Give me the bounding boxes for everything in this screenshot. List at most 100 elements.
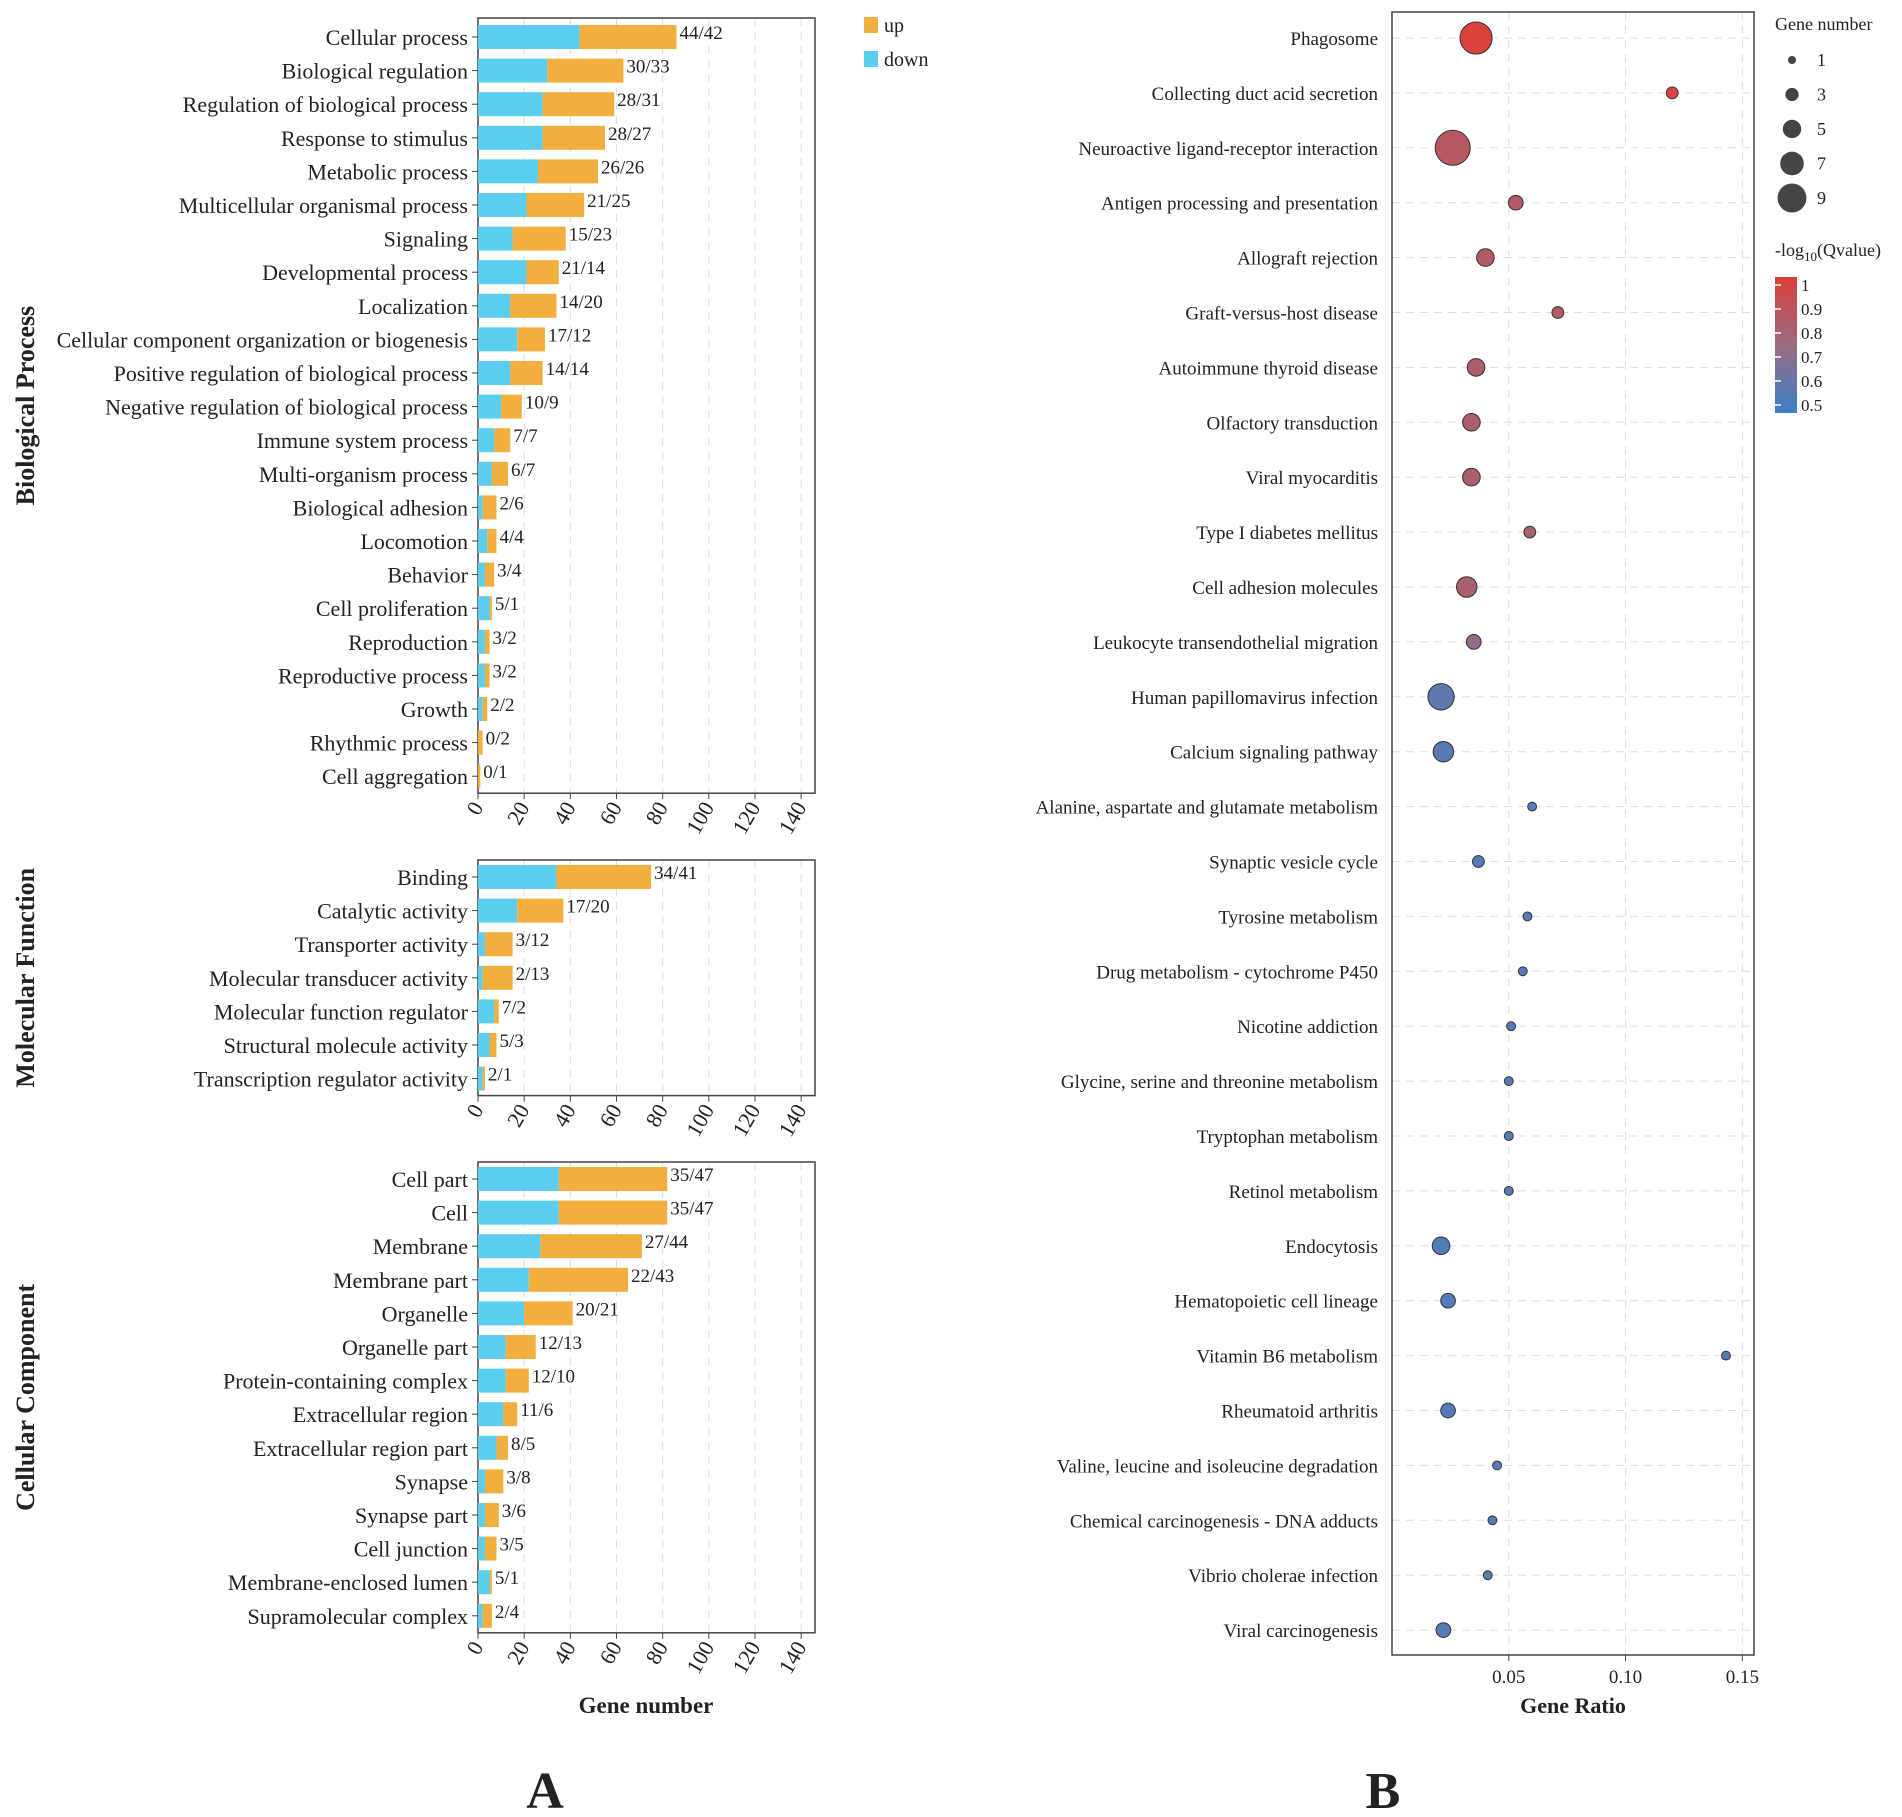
- bar-value-label: 7/7: [513, 426, 537, 447]
- x-tick-label: 80: [640, 1637, 673, 1669]
- size-legend-label: 7: [1817, 154, 1826, 174]
- bar-up: [547, 58, 624, 83]
- plot-frame: [477, 1161, 816, 1634]
- bubble: [1665, 86, 1679, 100]
- bar-value-label: 12/13: [539, 1333, 582, 1354]
- term-label: Tyrosine metabolism: [1218, 907, 1378, 928]
- bar-up: [512, 226, 566, 251]
- legend-swatch-up: [864, 17, 878, 33]
- bubble: [1503, 1185, 1514, 1196]
- bar-value-label: 7/2: [502, 997, 526, 1018]
- bar-up: [494, 999, 499, 1024]
- category-label: Organelle: [382, 1301, 468, 1326]
- x-tick-label: 80: [640, 797, 673, 829]
- term-label: Endocytosis: [1285, 1237, 1378, 1258]
- plot-frame-b: [1391, 11, 1755, 1656]
- bar-down: [478, 1570, 490, 1595]
- term-label: Synaptic vesicle cycle: [1209, 853, 1378, 874]
- bar-down: [478, 327, 518, 352]
- bar-up: [482, 1603, 492, 1628]
- bar-down: [478, 1603, 483, 1628]
- color-legend-label: 1: [1801, 276, 1810, 295]
- bar-down: [478, 562, 485, 587]
- bar-up: [489, 1033, 497, 1057]
- bar-down: [478, 1503, 485, 1527]
- category-label: Molecular transducer activity: [209, 966, 468, 991]
- bar-down: [478, 125, 543, 150]
- bubble: [1522, 911, 1533, 922]
- color-legend-label: 0.5: [1801, 396, 1822, 415]
- bar-down: [478, 293, 511, 318]
- bar-up: [524, 1301, 573, 1326]
- x-tick-label: 60: [594, 1637, 627, 1669]
- size-legend-label: 1: [1817, 50, 1826, 70]
- bar-value-label: 34/41: [654, 863, 697, 884]
- category-label: Extracellular region part: [253, 1436, 468, 1461]
- category-label: Molecular function regulator: [214, 999, 469, 1024]
- category-label: Signaling: [384, 227, 468, 252]
- bar-up: [517, 898, 564, 923]
- bubble: [1482, 1570, 1493, 1581]
- x-tick-label: 80: [640, 1100, 673, 1132]
- bubble: [1435, 1622, 1452, 1638]
- legend-label-up: up: [884, 15, 904, 37]
- x-tick-label: 120: [727, 797, 765, 838]
- bubble: [1551, 306, 1565, 319]
- term-label: Type I diabetes mellitus: [1196, 523, 1378, 544]
- category-label: Biological adhesion: [293, 495, 468, 520]
- bar-value-label: 35/47: [670, 1199, 713, 1220]
- x-tick-label: 60: [594, 797, 627, 829]
- category-label: Metabolic process: [307, 159, 468, 184]
- bar-value-label: 3/6: [502, 1501, 526, 1522]
- bar-value-label: 5/1: [495, 1568, 519, 1589]
- x-tick-label: 100: [681, 1637, 719, 1678]
- category-label: Growth: [401, 697, 468, 722]
- bubble: [1503, 1076, 1514, 1087]
- group-title: Molecular Function: [11, 867, 40, 1087]
- bubble: [1476, 248, 1495, 267]
- bar-down: [478, 1335, 506, 1359]
- bar-up: [484, 1536, 497, 1561]
- bar-up: [482, 965, 513, 990]
- bar-down: [478, 92, 543, 117]
- bar-value-label: 26/26: [601, 157, 644, 178]
- term-label: Collecting duct acid secretion: [1152, 84, 1379, 105]
- bar-down: [478, 1234, 541, 1259]
- bar-up: [510, 293, 557, 318]
- bubble: [1455, 576, 1478, 598]
- x-tick-label: 120: [727, 1100, 765, 1141]
- bar-value-label: 3/2: [493, 628, 517, 649]
- bar-down: [478, 461, 492, 486]
- bar-up: [542, 125, 605, 150]
- bar-value-label: 3/12: [516, 930, 550, 951]
- bubble: [1507, 194, 1524, 211]
- panel-label-b: B: [1366, 1763, 1401, 1817]
- color-legend: -log10(Qvalue) 1 0.9 0.8 0.7 0.6 0.5: [1775, 240, 1881, 415]
- x-axis-label: Gene number: [579, 1693, 714, 1718]
- bubble: [1517, 966, 1528, 977]
- bubble: [1440, 1402, 1456, 1419]
- bar-up: [558, 1200, 668, 1225]
- bar-down: [478, 697, 483, 721]
- bar-value-label: 2/1: [488, 1065, 512, 1086]
- term-label: Chemical carcinogenesis - DNA adducts: [1070, 1511, 1378, 1532]
- category-label: Cellular process: [326, 25, 468, 50]
- category-label: Transcription regulator activity: [194, 1067, 468, 1092]
- bar-up: [540, 1234, 642, 1259]
- term-label: Vibrio cholerae infection: [1188, 1566, 1378, 1587]
- bar-up: [496, 1435, 509, 1460]
- x-tick-label: 100: [681, 797, 719, 838]
- bar-value-label: 35/47: [670, 1165, 713, 1186]
- term-label: Viral myocarditis: [1246, 468, 1378, 489]
- term-label: Leukocyte transendothelial migration: [1093, 633, 1378, 654]
- term-label: Calcium signaling pathway: [1170, 743, 1378, 764]
- x-tick-label: 40: [548, 797, 581, 829]
- bar-value-label: 0/2: [486, 729, 510, 750]
- x-tick-label: 120: [727, 1637, 765, 1678]
- category-label: Behavior: [387, 563, 468, 588]
- bar-up: [484, 1503, 499, 1527]
- bar-up: [482, 697, 488, 721]
- bar-value-label: 17/20: [566, 897, 609, 918]
- term-label: Cell adhesion molecules: [1192, 578, 1378, 599]
- bubble: [1431, 1236, 1451, 1256]
